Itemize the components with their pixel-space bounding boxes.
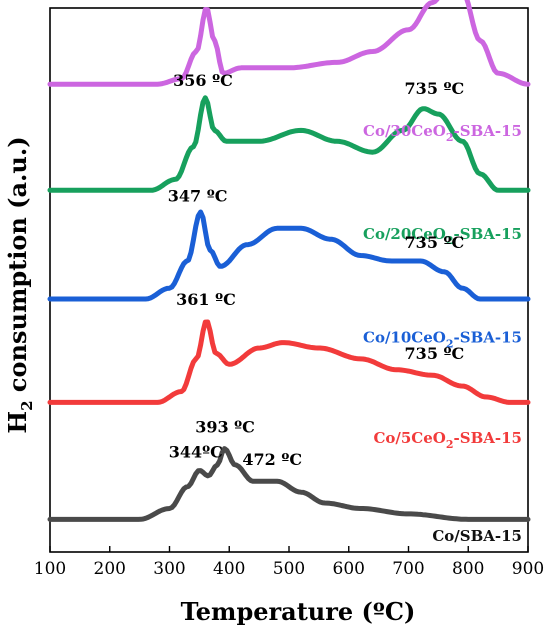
y-axis-label: H2 consumption (a.u.) — [3, 136, 36, 433]
peak-label: 735 ºC — [405, 344, 465, 363]
series-line — [47, 0, 531, 87]
x-tick-label: 900 — [512, 559, 544, 579]
x-axis-label: Temperature (ºC) — [181, 597, 416, 626]
y-axis-label-main: H — [3, 411, 32, 434]
y-axis-label-subscript: 2 — [18, 400, 36, 410]
peak-label: 361 ºC — [176, 290, 236, 309]
x-tick-label: 800 — [452, 559, 484, 579]
x-tick-label: 400 — [213, 559, 245, 579]
series-label: Co/10CeO2-SBA-15 — [363, 329, 522, 351]
peak-label: 344ºC — [169, 442, 223, 461]
series-label: Co/5CeO2-SBA-15 — [373, 429, 522, 451]
y-axis-label-rest: consumption (a.u.) — [3, 136, 32, 400]
x-tick-label: 100 — [34, 559, 66, 579]
series-line — [47, 446, 531, 522]
x-tick-label: 700 — [392, 559, 424, 579]
series-label: Co/20CeO2-SBA-15 — [363, 225, 522, 247]
x-axis-ticks: 100 200 300 400 500 600 700 800 900 — [34, 546, 544, 579]
x-tick-label: 600 — [333, 559, 365, 579]
peak-label: 347 ºC — [168, 187, 228, 206]
peak-label: 472 ºC — [242, 450, 302, 469]
peak-label: 393 ºC — [195, 417, 255, 436]
series-line — [47, 95, 531, 193]
peak-label: 735 ºC — [405, 233, 465, 252]
series-line — [47, 319, 531, 405]
x-tick-label: 200 — [94, 559, 126, 579]
series-label: Co/SBA-15 — [432, 527, 522, 545]
series-curves — [47, 0, 531, 522]
series-label: Co/30CeO2-SBA-15 — [363, 122, 522, 144]
peak-label: 356 ºC — [173, 71, 233, 90]
x-tick-label: 500 — [273, 559, 305, 579]
series-line — [47, 209, 531, 302]
peak-label: 735 ºC — [405, 79, 465, 98]
peak-label: 358 ºC — [174, 0, 234, 1]
x-tick-label: 300 — [153, 559, 185, 579]
